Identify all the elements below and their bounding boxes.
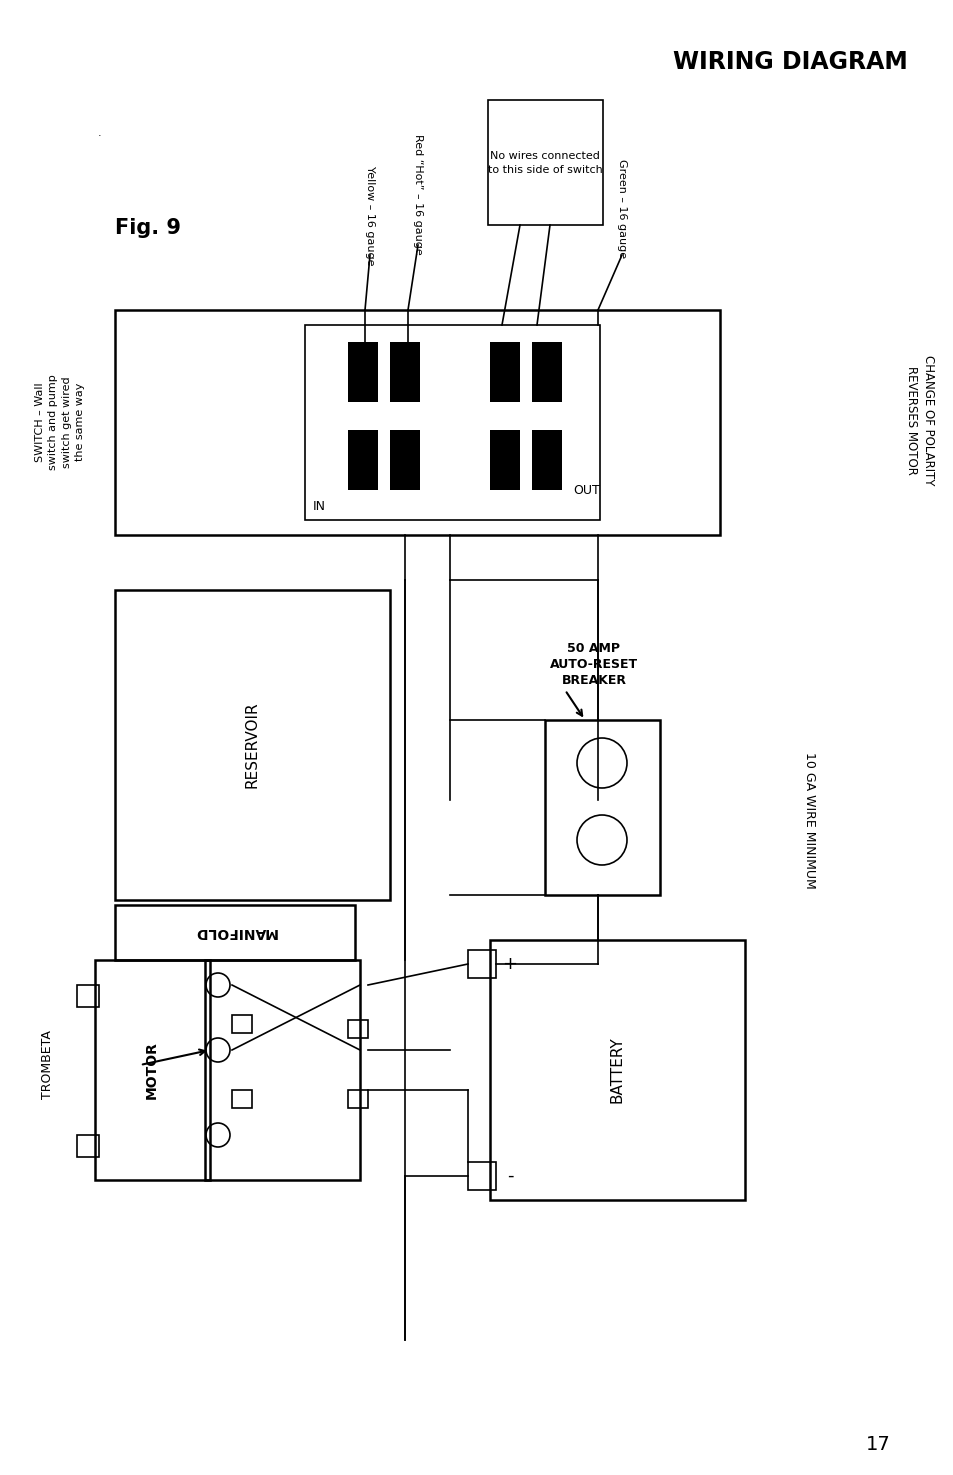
Text: Yellow – 16 gauge: Yellow – 16 gauge	[365, 165, 375, 266]
Bar	[115, 590, 390, 900]
Text: +: +	[502, 954, 517, 974]
Text: Fig. 9: Fig. 9	[115, 218, 181, 237]
Bar	[348, 1021, 368, 1038]
Bar	[490, 940, 744, 1201]
Text: 50 AMP
AUTO-RESET
BREAKER: 50 AMP AUTO-RESET BREAKER	[549, 643, 638, 687]
Text: .: .	[98, 128, 102, 139]
Bar	[205, 960, 359, 1180]
Text: SWITCH – Wall
switch and pump
switch get wired
the same way: SWITCH – Wall switch and pump switch get…	[35, 375, 85, 471]
Text: Red “Hot” – 16 gauge: Red “Hot” – 16 gauge	[413, 134, 422, 255]
Bar	[232, 1090, 252, 1108]
Text: 17: 17	[864, 1435, 889, 1454]
Bar	[77, 985, 99, 1007]
Bar	[544, 720, 659, 895]
Bar	[532, 342, 561, 403]
Bar	[348, 431, 377, 490]
Bar	[232, 1015, 252, 1032]
Bar	[348, 1090, 368, 1108]
Bar	[468, 1162, 496, 1190]
Text: MANIFOLD: MANIFOLD	[193, 925, 276, 940]
Bar	[532, 431, 561, 490]
Text: TROMBETA: TROMBETA	[42, 1031, 54, 1099]
Bar	[468, 950, 496, 978]
Bar	[390, 431, 419, 490]
Bar	[490, 431, 519, 490]
Bar	[488, 100, 602, 226]
Bar	[305, 324, 599, 521]
Text: CHANGE OF POLARITY
REVERSES MOTOR: CHANGE OF POLARITY REVERSES MOTOR	[904, 355, 934, 485]
Bar	[390, 342, 419, 403]
Bar	[77, 1134, 99, 1156]
Text: MOTOR: MOTOR	[145, 1041, 159, 1099]
Text: No wires connected
to this side of switch: No wires connected to this side of switc…	[487, 150, 601, 176]
Bar	[348, 342, 377, 403]
Text: -: -	[506, 1167, 513, 1184]
Bar	[115, 310, 720, 535]
Text: RESERVOIR: RESERVOIR	[244, 702, 259, 788]
Text: Green – 16 gauge: Green – 16 gauge	[617, 159, 626, 258]
Bar	[490, 342, 519, 403]
Text: 10 GA WIRE MINIMUM: 10 GA WIRE MINIMUM	[802, 752, 816, 888]
Text: BATTERY: BATTERY	[609, 1037, 624, 1103]
Bar	[115, 906, 355, 960]
Text: WIRING DIAGRAM: WIRING DIAGRAM	[672, 50, 906, 74]
Text: IN: IN	[313, 500, 326, 513]
Bar	[95, 960, 210, 1180]
Text: OUT: OUT	[573, 484, 599, 497]
